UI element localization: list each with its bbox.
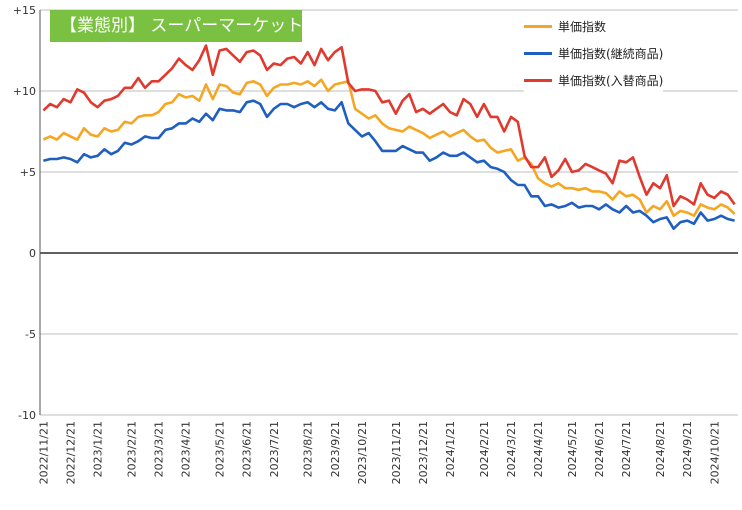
- x-tick-label: 2023/12/21: [417, 421, 430, 484]
- x-tick-label: 2024/4/21: [532, 421, 545, 477]
- chart-title: 【業態別】 スーパーマーケット: [50, 10, 303, 42]
- legend: 単価指数 単価指数(継続商品) 単価指数(入替商品): [524, 13, 664, 94]
- y-tick-label: 0: [29, 247, 36, 260]
- x-tick-label: 2023/9/21: [329, 421, 342, 477]
- x-tick-label: 2023/6/21: [241, 421, 254, 477]
- x-tick-label: 2022/12/21: [64, 421, 77, 484]
- legend-item: 単価指数(継続商品): [524, 40, 663, 67]
- legend-label-3: 単価指数(入替商品): [558, 74, 664, 88]
- legend-label-1: 単価指数: [558, 20, 607, 34]
- series-line-1: [42, 78, 736, 217]
- x-tick-label: 2023/10/21: [356, 421, 369, 484]
- x-tick-label: 2024/8/21: [654, 421, 667, 477]
- series-line-2: [43, 99, 735, 230]
- x-tick-label: 2024/5/21: [566, 421, 579, 477]
- x-tick-label: 2024/10/21: [708, 421, 721, 484]
- x-tick-label: 2024/7/21: [620, 421, 633, 477]
- x-tick-label: 2022/11/21: [37, 421, 50, 484]
- y-tick-label: -10: [18, 409, 36, 422]
- legend-swatch-1: [524, 25, 552, 28]
- y-tick-label: -5: [25, 328, 36, 341]
- y-tick-label: +10: [13, 85, 36, 98]
- legend-item: 単価指数: [524, 13, 663, 40]
- x-tick-label: 2024/9/21: [681, 421, 694, 477]
- x-tick-label: 2024/1/21: [444, 421, 457, 477]
- series-line-3: [42, 44, 736, 208]
- x-tick-label: 2024/3/21: [505, 421, 518, 477]
- x-tick-label: 2023/2/21: [125, 421, 138, 477]
- x-tick-label: 2023/7/21: [268, 421, 281, 477]
- legend-label-2: 単価指数(継続商品): [558, 47, 664, 61]
- y-tick-label: +15: [13, 4, 36, 17]
- legend-swatch-2: [524, 52, 552, 55]
- x-axis-ticks: 2022/11/21 2022/12/21 2023/1/21 2023/2/21 20…: [37, 421, 721, 484]
- legend-swatch-3: [524, 79, 552, 82]
- y-axis-ticks: +15 +10 +5 0 -5 -10: [13, 4, 36, 422]
- x-tick-label: 2023/5/21: [214, 421, 227, 477]
- x-tick-label: 2023/4/21: [180, 421, 193, 477]
- y-tick-label: +5: [20, 166, 36, 179]
- x-tick-label: 2023/11/21: [390, 421, 403, 484]
- x-tick-label: 2023/1/21: [92, 421, 105, 477]
- x-tick-label: 2023/3/21: [153, 421, 166, 477]
- legend-item: 単価指数(入替商品): [524, 67, 663, 94]
- series-lines: [42, 44, 736, 230]
- x-tick-label: 2023/8/21: [302, 421, 315, 477]
- x-tick-label: 2024/6/21: [593, 421, 606, 477]
- x-tick-label: 2024/2/21: [478, 421, 491, 477]
